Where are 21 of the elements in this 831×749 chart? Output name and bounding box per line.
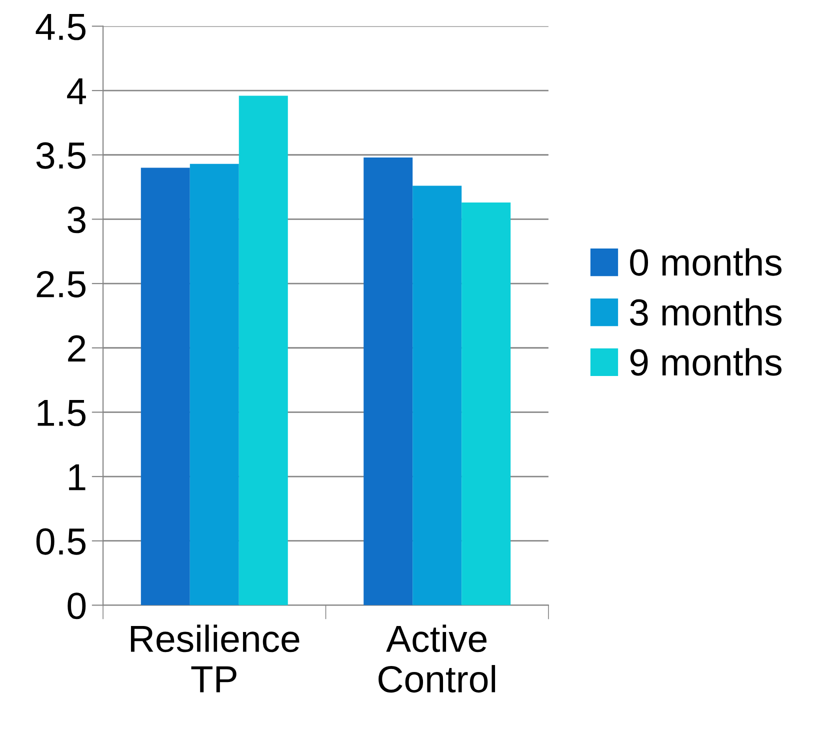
legend-label: 9 months <box>630 348 782 376</box>
bar <box>140 168 190 606</box>
bar <box>190 164 239 606</box>
y-tick-label: 0.5 <box>36 528 86 555</box>
y-tick-label: 0 <box>68 592 86 620</box>
x-tick-label: Active Control <box>378 624 496 693</box>
bar <box>238 96 288 606</box>
y-tick-label: 3.5 <box>36 142 86 169</box>
y-tick-label: 2.5 <box>36 270 86 298</box>
bar <box>364 157 413 606</box>
legend-label: 3 months <box>630 298 782 326</box>
bar <box>462 202 511 606</box>
y-tick-label: 1 <box>69 464 86 490</box>
y-tick-label: 3 <box>68 206 86 234</box>
legend-label: 0 months <box>630 248 782 276</box>
y-tick-label: 4.5 <box>36 14 86 40</box>
bar <box>412 186 462 606</box>
y-tick-label: 1.5 <box>38 400 86 426</box>
x-tick-label: Resilience TP <box>130 624 300 692</box>
y-tick-label: 2 <box>68 335 86 362</box>
y-tick-label: 4 <box>67 78 86 104</box>
